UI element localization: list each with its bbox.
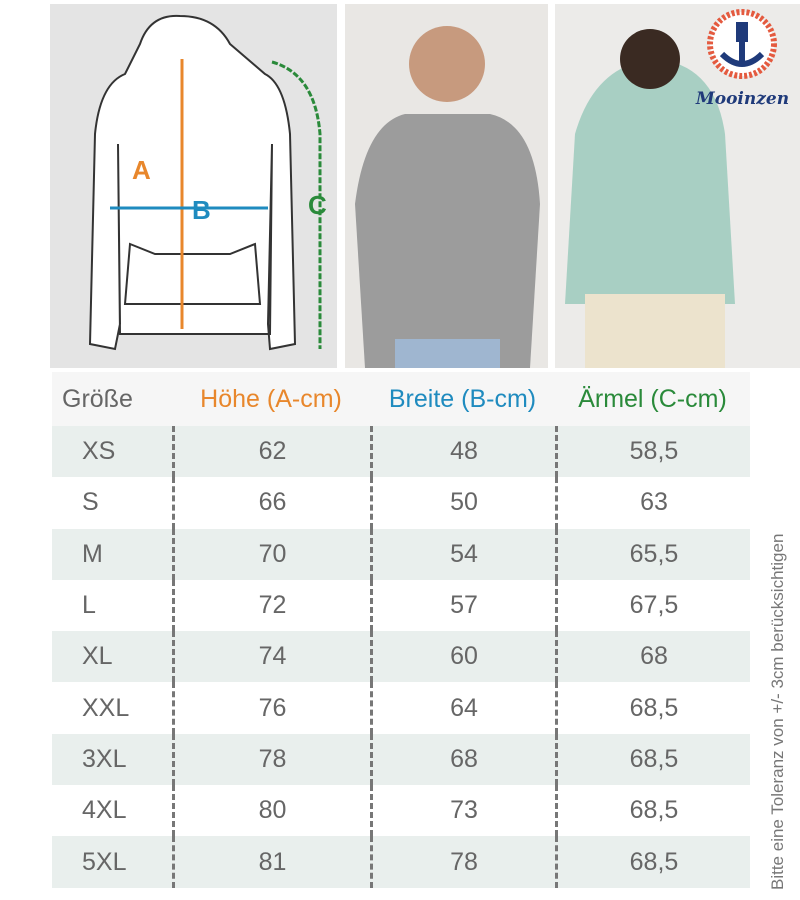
size-cell: XS xyxy=(82,437,116,466)
label-b: B xyxy=(192,195,211,225)
mooinzen-logo: Mooinzen xyxy=(690,6,795,109)
height-cell: 81 xyxy=(172,836,370,888)
height-cell: 70 xyxy=(172,528,370,580)
height-cell: 74 xyxy=(172,631,370,683)
width-cell: 50 xyxy=(370,477,555,529)
width-cell: 73 xyxy=(370,785,555,837)
tolerance-note: Bitte eine Toleranz von +/- 3cm berücksi… xyxy=(768,533,787,890)
mint-hoodie-back-photo: Mooinzen xyxy=(555,4,800,368)
size-cell: 4XL xyxy=(82,796,127,825)
size-cell: XXL xyxy=(82,693,130,722)
height-cell: 76 xyxy=(172,682,370,734)
width-cell: 60 xyxy=(370,631,555,683)
height-cell: 80 xyxy=(172,785,370,837)
header-width: Breite (B-cm) xyxy=(388,384,537,413)
size-table: Größe Höhe (A-cm) Breite (B-cm) Ärmel (C… xyxy=(52,372,750,888)
sleeve-cell: 68,5 xyxy=(555,682,750,734)
width-cell: 78 xyxy=(370,836,555,888)
height-cell: 62 xyxy=(172,426,370,478)
sleeve-cell: 68,5 xyxy=(555,733,750,786)
table-header: Größe Höhe (A-cm) Breite (B-cm) Ärmel (C… xyxy=(52,372,750,426)
table-row: 3XL 78 68 68,5 xyxy=(52,733,750,786)
sleeve-cell: 63 xyxy=(555,477,750,529)
width-cell: 54 xyxy=(370,528,555,580)
height-cell: 66 xyxy=(172,477,370,529)
table-row: 5XL 81 78 68,5 xyxy=(52,836,750,888)
gray-hoodie-front-photo xyxy=(345,4,548,368)
hoodie-measurement-diagram: A B C xyxy=(50,4,337,368)
table-row: XS 62 48 58,5 xyxy=(52,426,750,478)
size-cell: 5XL xyxy=(82,847,127,876)
sleeve-cell: 68 xyxy=(555,631,750,683)
size-cell: XL xyxy=(82,642,113,671)
table-row: XL 74 60 68 xyxy=(52,631,750,683)
width-cell: 68 xyxy=(370,733,555,786)
header-height: Höhe (A-cm) xyxy=(200,384,342,413)
logo-text: Mooinzen xyxy=(695,89,790,109)
sleeve-cell: 68,5 xyxy=(555,785,750,837)
width-cell: 57 xyxy=(370,579,555,632)
width-cell: 64 xyxy=(370,682,555,734)
sleeve-cell: 67,5 xyxy=(555,579,750,632)
size-cell: L xyxy=(82,591,96,620)
header-sleeve: Ärmel (C-cm) xyxy=(578,384,727,413)
height-cell: 78 xyxy=(172,733,370,786)
label-a: A xyxy=(132,155,151,185)
sleeve-cell: 58,5 xyxy=(555,426,750,478)
width-cell: 48 xyxy=(370,426,555,478)
table-row: S 66 50 63 xyxy=(52,477,750,529)
size-cell: S xyxy=(82,488,99,517)
header-size: Größe xyxy=(62,384,133,413)
label-c: C xyxy=(308,190,327,220)
sleeve-cell: 65,5 xyxy=(555,528,750,580)
table-row: M 70 54 65,5 xyxy=(52,528,750,580)
height-cell: 72 xyxy=(172,579,370,632)
size-cell: M xyxy=(82,539,103,568)
sleeve-cell: 68,5 xyxy=(555,836,750,888)
size-cell: 3XL xyxy=(82,744,127,773)
table-row: 4XL 80 73 68,5 xyxy=(52,785,750,837)
table-row: L 72 57 67,5 xyxy=(52,579,750,632)
table-row: XXL 76 64 68,5 xyxy=(52,682,750,734)
